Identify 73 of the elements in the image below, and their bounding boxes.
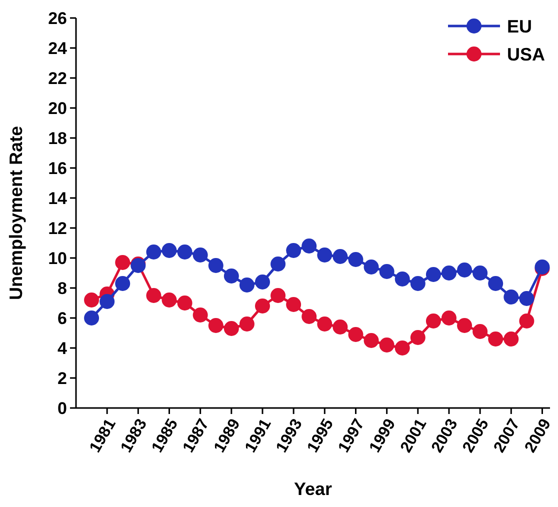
point <box>472 266 488 280</box>
point <box>394 340 410 356</box>
point <box>177 244 192 260</box>
x-axis-title: Year <box>294 479 332 499</box>
point <box>379 264 394 279</box>
point <box>348 252 364 267</box>
point <box>410 330 426 345</box>
point <box>426 267 441 282</box>
point <box>100 294 115 309</box>
y-tick-label: 12 <box>48 218 67 238</box>
point <box>224 268 239 284</box>
point <box>162 292 177 308</box>
point <box>457 318 472 333</box>
point <box>270 288 286 303</box>
point <box>441 310 456 326</box>
point <box>286 297 302 312</box>
point <box>115 255 130 270</box>
point <box>457 262 472 278</box>
point <box>239 278 254 292</box>
point <box>348 327 364 342</box>
point <box>84 292 100 308</box>
y-tick-label: 18 <box>48 128 67 148</box>
point <box>146 288 162 303</box>
y-tick-label: 16 <box>48 158 67 178</box>
point <box>441 266 456 280</box>
point <box>115 276 130 291</box>
point <box>504 290 519 304</box>
point <box>208 318 224 333</box>
point <box>317 316 332 332</box>
point <box>379 338 394 352</box>
point <box>394 272 410 286</box>
point <box>254 274 270 290</box>
y-tick-label: 22 <box>48 68 67 88</box>
y-axis-title: Unemployment Rate <box>6 126 26 300</box>
point <box>177 296 192 310</box>
point <box>270 256 286 272</box>
legend-label: USA <box>507 44 546 64</box>
point <box>224 321 239 336</box>
y-tick-label: 14 <box>48 188 68 208</box>
y-tick-label: 2 <box>58 368 67 388</box>
point <box>488 276 504 291</box>
point <box>519 291 534 306</box>
point <box>519 314 534 328</box>
point <box>364 260 379 274</box>
y-tick-label: 4 <box>58 338 68 358</box>
point <box>208 258 224 273</box>
point <box>317 248 332 262</box>
y-tick-label: 10 <box>48 248 67 268</box>
point <box>504 332 519 346</box>
y-tick-label: 0 <box>58 398 67 418</box>
point <box>192 248 208 262</box>
point <box>192 308 208 322</box>
point <box>426 314 441 328</box>
point <box>302 238 317 254</box>
point <box>162 243 177 258</box>
y-tick-label: 24 <box>48 38 68 58</box>
point <box>239 316 254 332</box>
point <box>146 244 162 260</box>
point <box>302 309 317 324</box>
point <box>410 276 426 291</box>
point <box>364 333 379 348</box>
legend-label: EU <box>507 16 532 36</box>
point <box>286 243 302 258</box>
point <box>332 320 348 334</box>
point <box>84 310 100 326</box>
point <box>472 324 488 339</box>
point <box>254 298 270 314</box>
y-tick-label: 20 <box>48 98 67 118</box>
y-tick-label: 6 <box>58 308 67 328</box>
y-tick-label: 8 <box>58 278 67 298</box>
point <box>488 332 504 346</box>
point <box>332 249 348 264</box>
y-tick-label: 26 <box>48 8 67 28</box>
